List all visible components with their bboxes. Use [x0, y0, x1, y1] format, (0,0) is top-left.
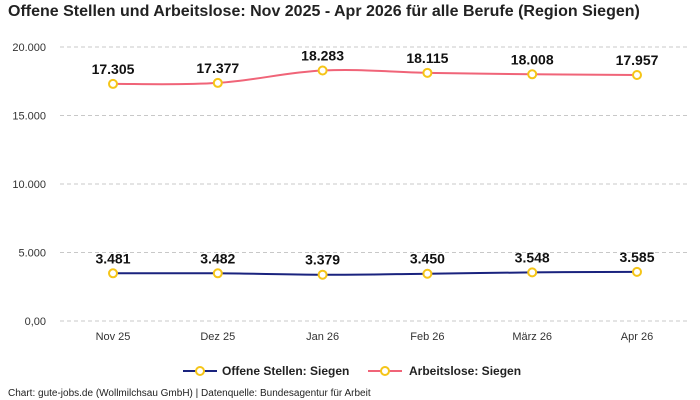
data-label: 3.548	[515, 249, 550, 265]
data-point	[317, 65, 328, 76]
data-label: 3.379	[305, 252, 340, 268]
series-line	[112, 270, 638, 276]
data-label: 3.450	[410, 251, 445, 267]
x-tick-label: Nov 25	[96, 331, 131, 343]
x-tick-label: Feb 26	[410, 331, 444, 343]
series-offene-stellen: 3.481 3.482 3.379 3.450 3.548 3.585	[95, 249, 655, 280]
data-point	[317, 269, 328, 280]
data-label: 3.482	[200, 250, 235, 266]
chart-title: Offene Stellen und Arbeitslose: Nov 2025…	[8, 3, 640, 20]
legend-marker	[380, 366, 390, 376]
grid-layer	[60, 46, 690, 322]
legend-item: Offene Stellen: Siegen	[183, 364, 349, 378]
legend-label: Arbeitslose: Siegen	[409, 364, 521, 378]
data-label: 3.481	[95, 250, 130, 266]
x-tick-label: Jan 26	[306, 331, 339, 343]
data-point	[632, 266, 642, 277]
legend-label: Offene Stellen: Siegen	[222, 364, 349, 378]
data-point	[527, 267, 538, 278]
legend-marker	[195, 366, 205, 376]
x-tick-label: Dez 25	[200, 331, 235, 343]
y-tick-label: 15.000	[12, 111, 46, 123]
y-tick-label: 10.000	[12, 179, 46, 191]
data-point	[108, 268, 118, 279]
data-point	[527, 69, 538, 80]
source-note: Chart: gute-jobs.de (Wollmilchsau GmbH) …	[8, 388, 371, 399]
data-point	[632, 69, 642, 80]
data-label: 17.957	[616, 52, 659, 68]
legend: Offene Stellen: Siegen Arbeitslose: Siege…	[183, 364, 521, 378]
y-tick-label: 5.000	[18, 248, 46, 260]
data-label: 18.008	[511, 51, 554, 67]
series-arbeitslose: 17.305 17.377 18.283 18.115 18.008 17.957	[92, 48, 659, 89]
data-point	[212, 77, 223, 88]
x-tick-label: März 26	[512, 331, 552, 343]
y-axis: 0,00 5.000 10.000 15.000 20.000	[12, 42, 46, 328]
data-point	[212, 268, 223, 279]
data-label: 18.283	[301, 48, 344, 64]
legend-item: Arbeitslose: Siegen	[368, 364, 521, 378]
y-tick-label: 20.000	[12, 42, 46, 54]
data-label: 3.585	[619, 249, 654, 265]
data-point	[108, 78, 118, 89]
data-label: 18.115	[406, 50, 448, 66]
series-line	[112, 69, 638, 86]
y-tick-label: 0,00	[25, 316, 46, 328]
data-label: 17.305	[92, 61, 135, 77]
x-tick-label: Apr 26	[621, 331, 653, 343]
data-point	[422, 268, 433, 279]
x-axis: Nov 25 Dez 25 Jan 26 Feb 26 März 26 Apr 26	[96, 331, 654, 343]
data-point	[422, 67, 433, 78]
data-label: 17.377	[196, 60, 239, 76]
